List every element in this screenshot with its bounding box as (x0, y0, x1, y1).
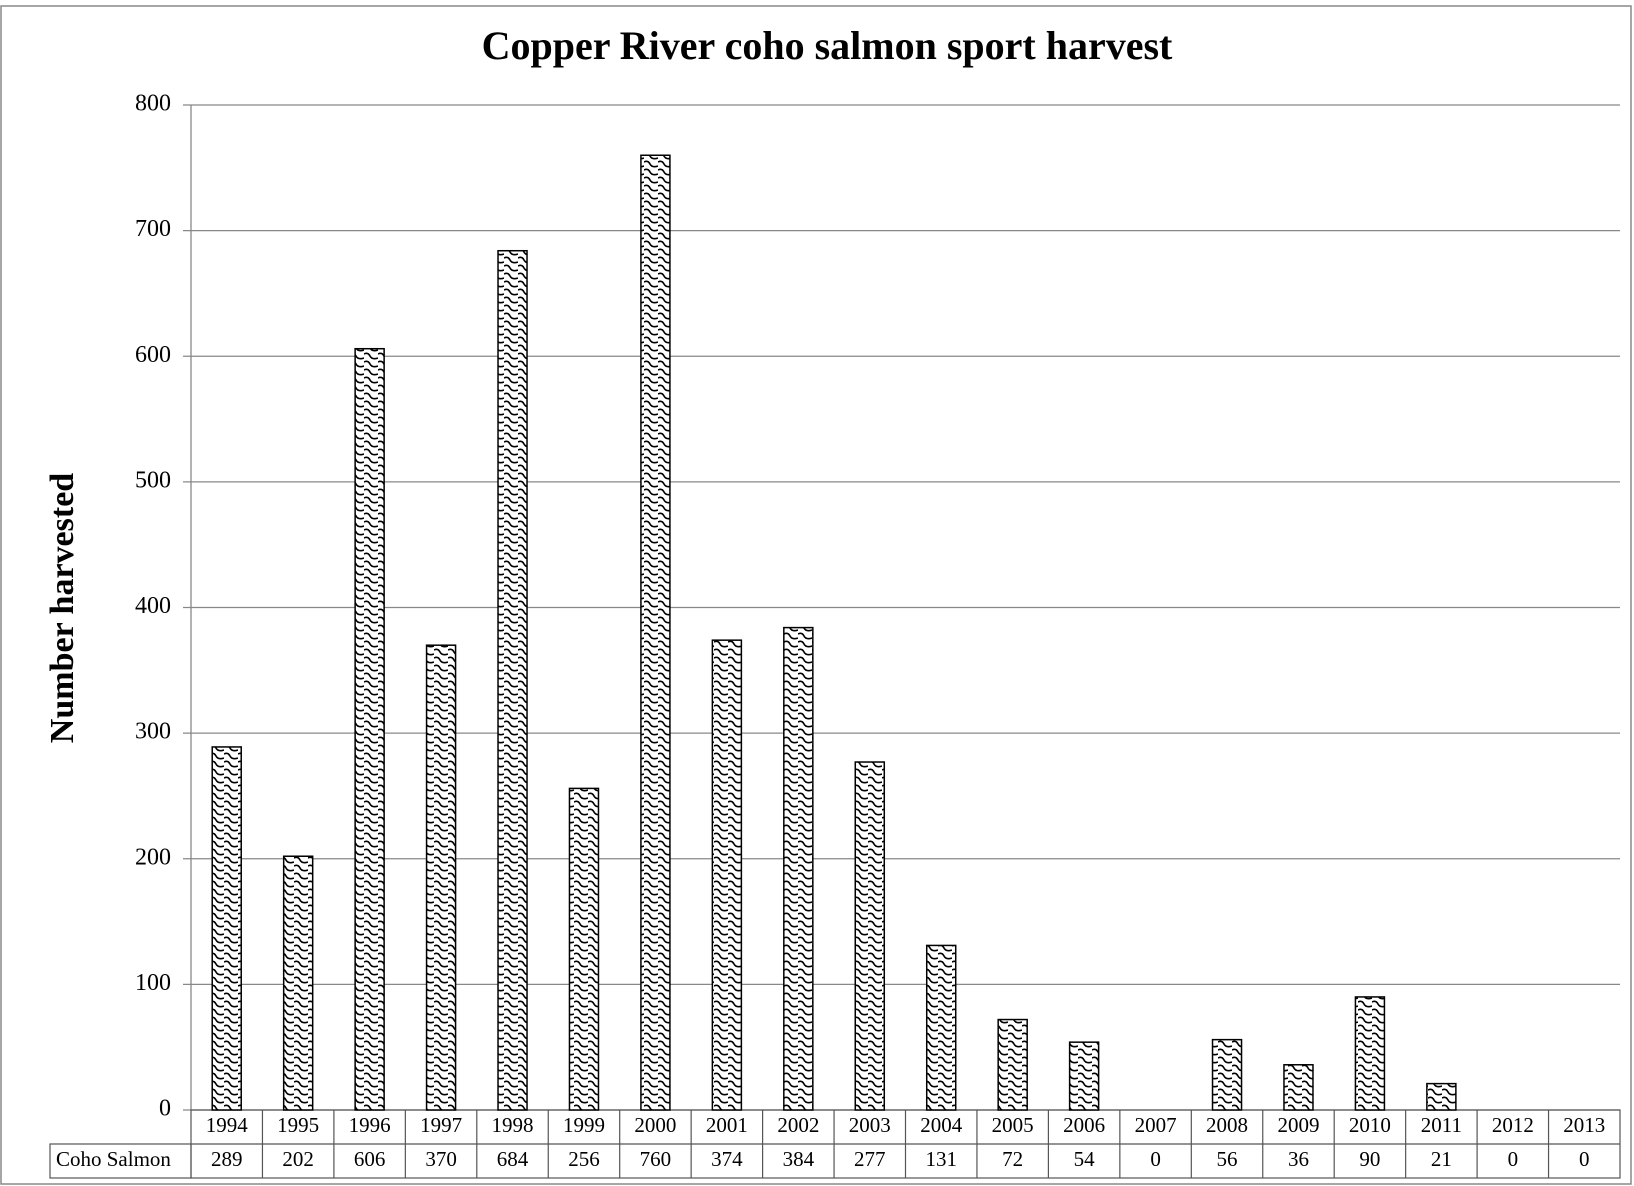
bar (354, 347, 385, 1111)
bar (211, 746, 242, 1111)
x-tick-label: 2012 (1492, 1113, 1534, 1137)
chart-title: Copper River coho salmon sport harvest (482, 23, 1173, 68)
y-tick-label: 100 (135, 970, 171, 996)
x-tick-label: 2010 (1349, 1113, 1391, 1137)
bar (568, 787, 600, 1111)
x-tick-label: 1999 (563, 1113, 605, 1137)
table-value: 0 (1579, 1147, 1590, 1171)
x-tick-label: 2005 (992, 1113, 1034, 1137)
y-tick-label: 400 (135, 593, 171, 619)
x-tick-label: 2003 (849, 1113, 891, 1137)
bar (925, 944, 957, 1111)
bar (1426, 1082, 1457, 1111)
bar (640, 154, 671, 1111)
table-value: 54 (1074, 1147, 1096, 1171)
table-value: 21 (1431, 1147, 1452, 1171)
bar (282, 855, 314, 1111)
bar (783, 626, 814, 1111)
y-tick-label: 200 (135, 844, 171, 870)
bar (1283, 1064, 1314, 1111)
x-tick-label: 1996 (349, 1113, 391, 1137)
table-value: 36 (1288, 1147, 1309, 1171)
table-value: 684 (497, 1147, 529, 1171)
table-value: 202 (282, 1147, 314, 1171)
x-tick-label: 2004 (920, 1113, 963, 1137)
x-tick-label: 1998 (492, 1113, 534, 1137)
series-label-cell (49, 1143, 192, 1179)
table-value: 256 (568, 1147, 600, 1171)
x-tick-label: 2002 (777, 1113, 819, 1137)
table-value: 72 (1002, 1147, 1023, 1171)
table-value: 131 (925, 1147, 957, 1171)
bar (997, 1018, 1028, 1111)
x-tick-label: 2008 (1206, 1113, 1248, 1137)
table-value: 0 (1150, 1147, 1161, 1171)
x-tick-label: 2001 (706, 1113, 748, 1137)
x-tick-label: 1995 (277, 1113, 319, 1137)
table-value: 606 (354, 1147, 386, 1171)
y-tick-label: 300 (135, 719, 171, 745)
bar (425, 644, 457, 1111)
y-tick-label: 600 (135, 342, 171, 368)
bar (1354, 996, 1386, 1111)
bar (711, 639, 743, 1111)
legend-label: Coho Salmon (56, 1147, 171, 1171)
y-tick-label: 500 (135, 467, 171, 493)
table-value: 760 (640, 1147, 672, 1171)
y-tick-label: 0 (159, 1096, 171, 1122)
x-tick-label: 1994 (206, 1113, 249, 1137)
x-tick-label: 2013 (1563, 1113, 1605, 1137)
frame (0, 5, 1632, 1185)
table-value: 384 (783, 1147, 815, 1171)
table-value: 56 (1217, 1147, 1238, 1171)
x-tick-label: 2009 (1277, 1113, 1319, 1137)
y-tick-label: 800 (135, 91, 171, 117)
y-axis-label: Number harvested (44, 473, 81, 743)
x-tick-label: 2006 (1063, 1113, 1105, 1137)
table-value: 374 (711, 1147, 743, 1171)
table-value: 370 (425, 1147, 457, 1171)
table-value: 90 (1359, 1147, 1380, 1171)
table-value: 0 (1508, 1147, 1519, 1171)
bar (1068, 1041, 1100, 1111)
x-tick-label: 2007 (1135, 1113, 1177, 1137)
table-value: 277 (854, 1147, 886, 1171)
y-tick-label: 700 (135, 216, 171, 242)
x-tick-label: 2000 (634, 1113, 676, 1137)
bar (497, 249, 528, 1111)
x-tick-label: 2011 (1421, 1113, 1462, 1137)
table-value: 289 (211, 1147, 243, 1171)
x-tick-label: 1997 (420, 1113, 462, 1137)
bar (854, 761, 886, 1111)
bar (1211, 1038, 1243, 1111)
